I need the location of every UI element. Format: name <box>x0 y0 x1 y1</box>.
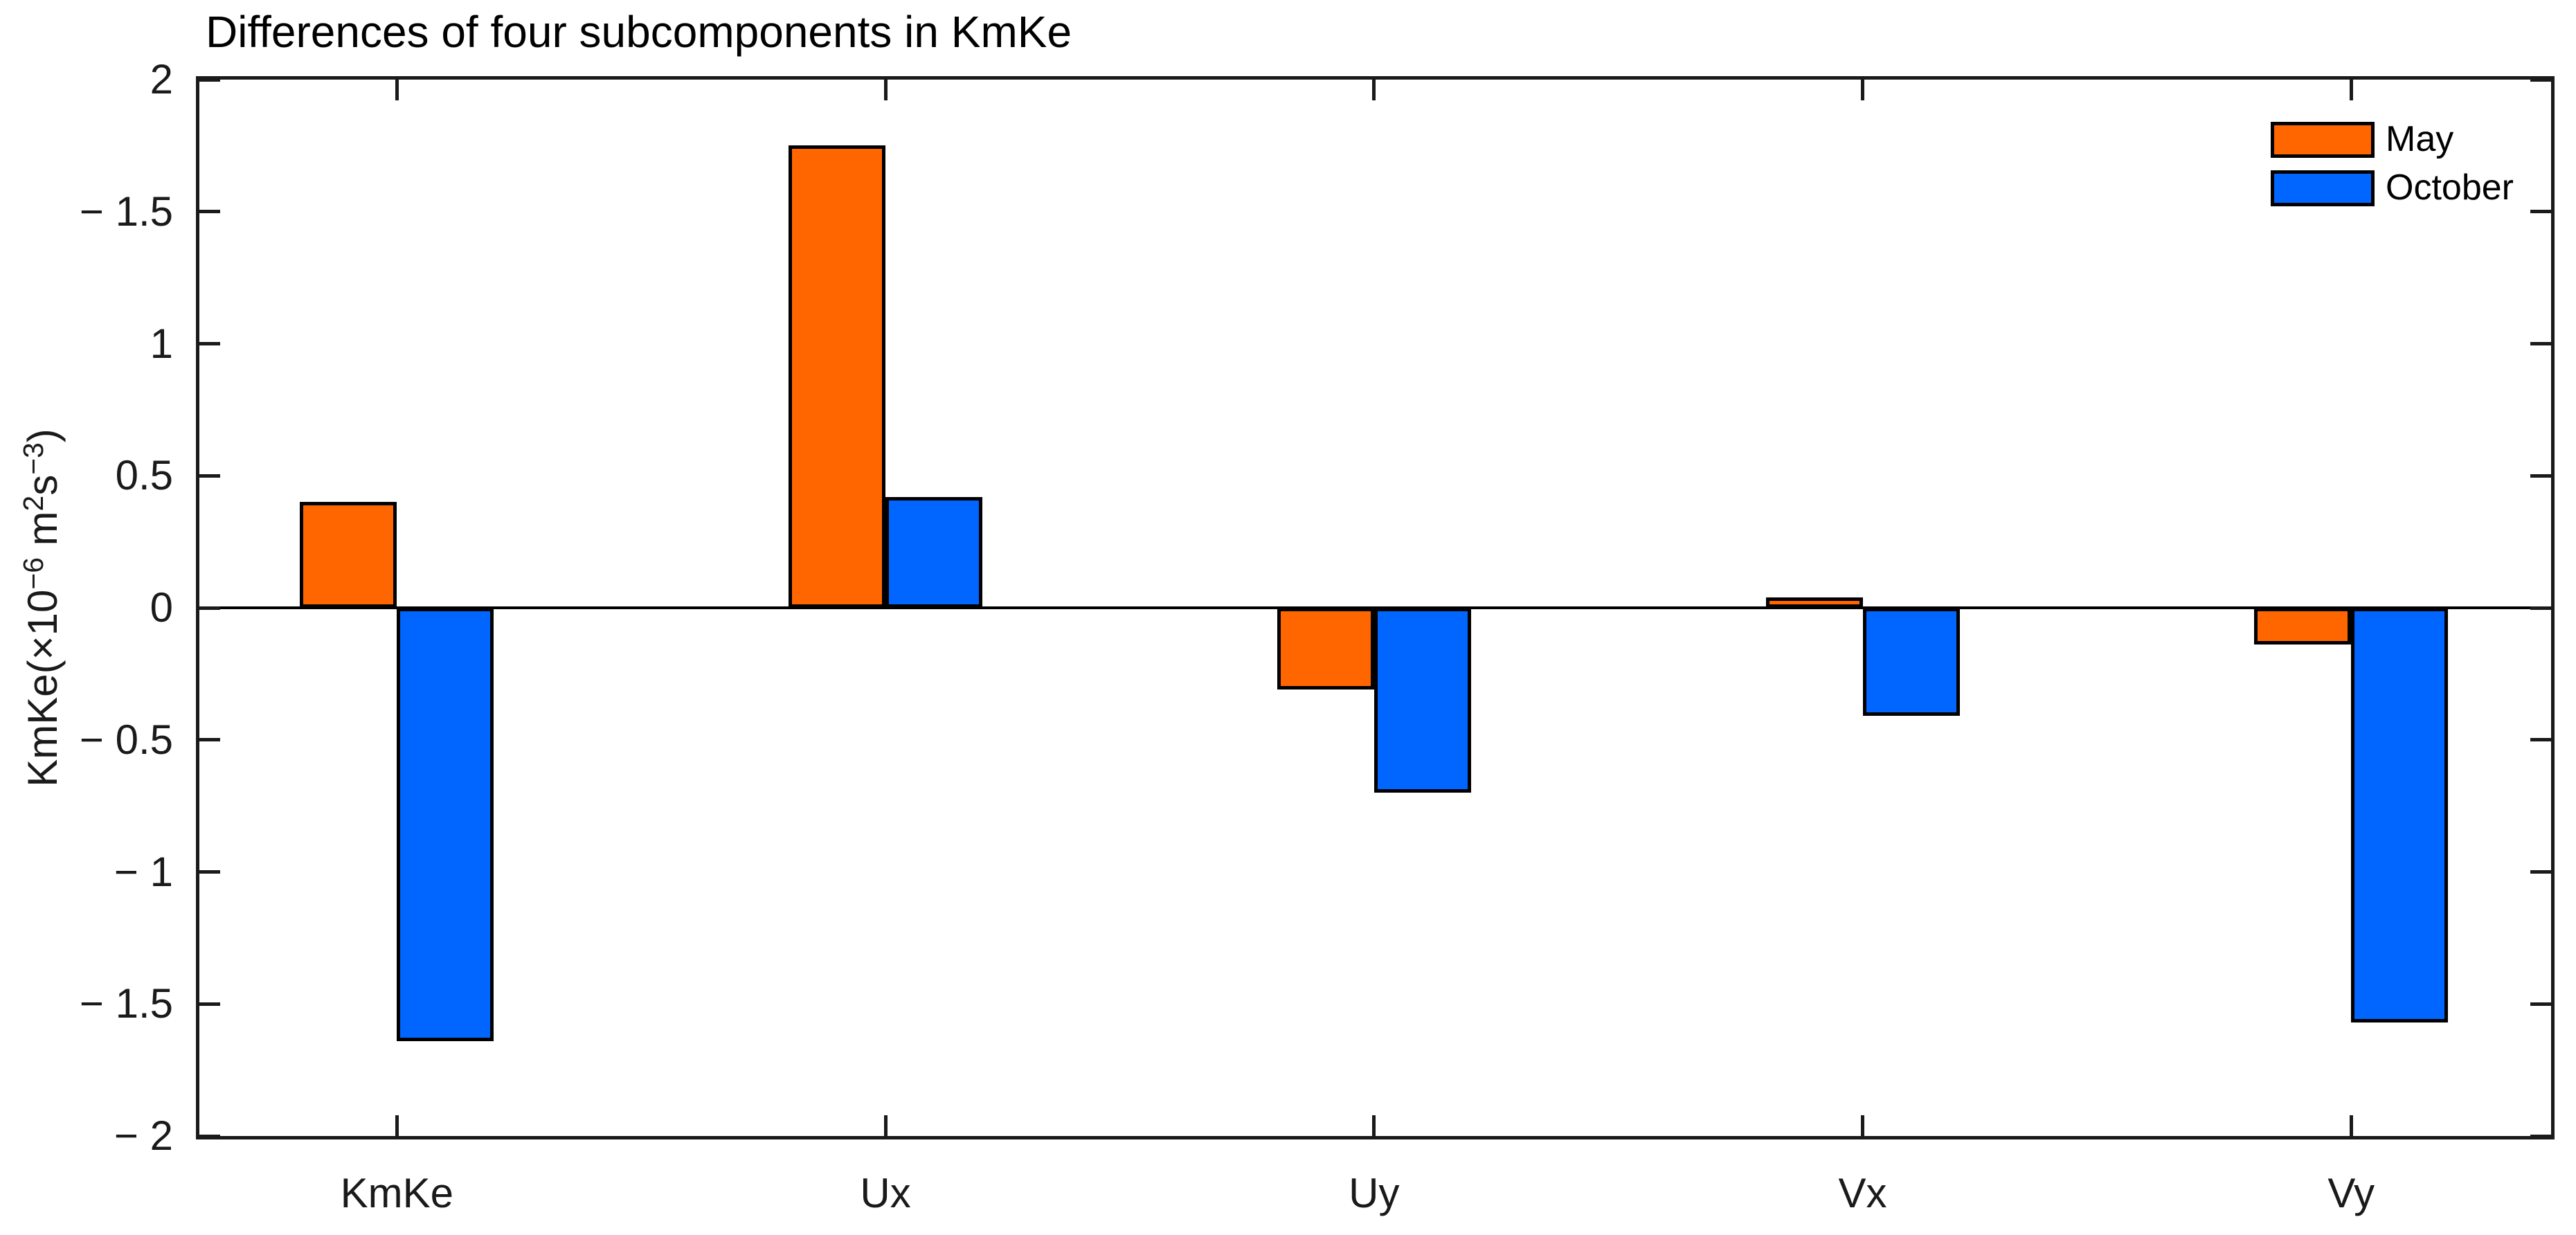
bar-may-kmke <box>300 502 397 608</box>
x-tick-label-vx: Vx <box>1838 1170 1887 1216</box>
y-tick-label: 2 <box>150 56 173 102</box>
y-tick-label: 0 <box>150 584 173 631</box>
y-tick-right <box>2530 606 2551 610</box>
y-tick-left <box>199 342 220 345</box>
y-tick-left <box>199 210 220 214</box>
y-axis-label-segment: m <box>19 511 66 558</box>
plot-area <box>196 76 2555 1139</box>
y-tick-right <box>2530 342 2551 345</box>
y-tick-right <box>2530 210 2551 214</box>
y-tick-left <box>199 474 220 478</box>
y-axis-label-segment: s <box>19 474 66 496</box>
x-tick-bottom <box>883 1115 888 1136</box>
bar-may-vx <box>1765 597 1863 608</box>
bar-october-ux <box>885 496 983 608</box>
y-tick-label: − 2 <box>114 1112 173 1159</box>
legend-label-october: October <box>2386 168 2514 208</box>
y-tick-label: 0.5 <box>115 452 173 499</box>
x-tick-top <box>1372 80 1376 100</box>
x-tick-top <box>395 80 399 100</box>
x-tick-top <box>1861 80 1865 100</box>
chart-title: Differences of four subcomponents in KmK… <box>206 7 1072 57</box>
y-tick-left <box>199 606 220 610</box>
x-tick-bottom <box>1372 1115 1376 1136</box>
x-tick-label-uy: Uy <box>1349 1170 1400 1216</box>
y-tick-left <box>199 738 220 742</box>
legend-label-may: May <box>2386 119 2454 159</box>
bar-october-kmke <box>397 608 494 1041</box>
y-tick-right <box>2530 1002 2551 1006</box>
x-tick-label-vy: Vy <box>2327 1170 2375 1216</box>
y-tick-right <box>2530 474 2551 478</box>
y-axis-label-segment: 2 <box>17 495 49 512</box>
y-tick-right <box>2530 78 2551 82</box>
x-tick-top <box>883 80 888 100</box>
y-axis-label-segment: ) <box>19 429 66 443</box>
y-axis-label-segment: KmKe(×10 <box>19 589 66 787</box>
y-tick-right <box>2530 870 2551 874</box>
y-tick-left <box>199 870 220 874</box>
x-tick-bottom <box>1861 1115 1865 1136</box>
october-swatch-icon <box>2271 170 2375 206</box>
bar-may-uy <box>1277 608 1374 690</box>
y-tick-left <box>199 78 220 82</box>
y-tick-label: − 1.5 <box>79 980 173 1027</box>
y-tick-label: − 0.5 <box>79 716 173 763</box>
x-tick-top <box>2349 80 2353 100</box>
y-axis-label-segment: −6 <box>17 557 49 590</box>
y-tick-right <box>2530 738 2551 742</box>
x-tick-label-kmke: KmKe <box>340 1170 454 1216</box>
y-axis-label-segment: −3 <box>17 442 49 475</box>
bar-may-ux <box>789 145 886 608</box>
bar-october-vx <box>1862 608 1960 716</box>
x-tick-bottom <box>2349 1115 2353 1136</box>
bar-october-vy <box>2351 608 2449 1022</box>
y-tick-label: 1 <box>150 320 173 367</box>
may-swatch-icon <box>2271 121 2375 158</box>
x-tick-label-ux: Ux <box>860 1170 911 1216</box>
y-axis-label: KmKe(×10−6 m2s−3) <box>17 429 71 787</box>
legend: May October <box>2271 121 2514 218</box>
y-tick-right <box>2530 1134 2551 1138</box>
y-tick-left <box>199 1134 220 1138</box>
x-tick-bottom <box>395 1115 399 1136</box>
bar-may-vy <box>2254 608 2352 645</box>
y-tick-left <box>199 1002 220 1006</box>
legend-item-october: October <box>2271 170 2514 206</box>
y-tick-label: − 1.5 <box>79 188 173 235</box>
bar-october-uy <box>1373 608 1471 793</box>
y-tick-label: − 1 <box>114 848 173 895</box>
legend-item-may: May <box>2271 121 2514 158</box>
